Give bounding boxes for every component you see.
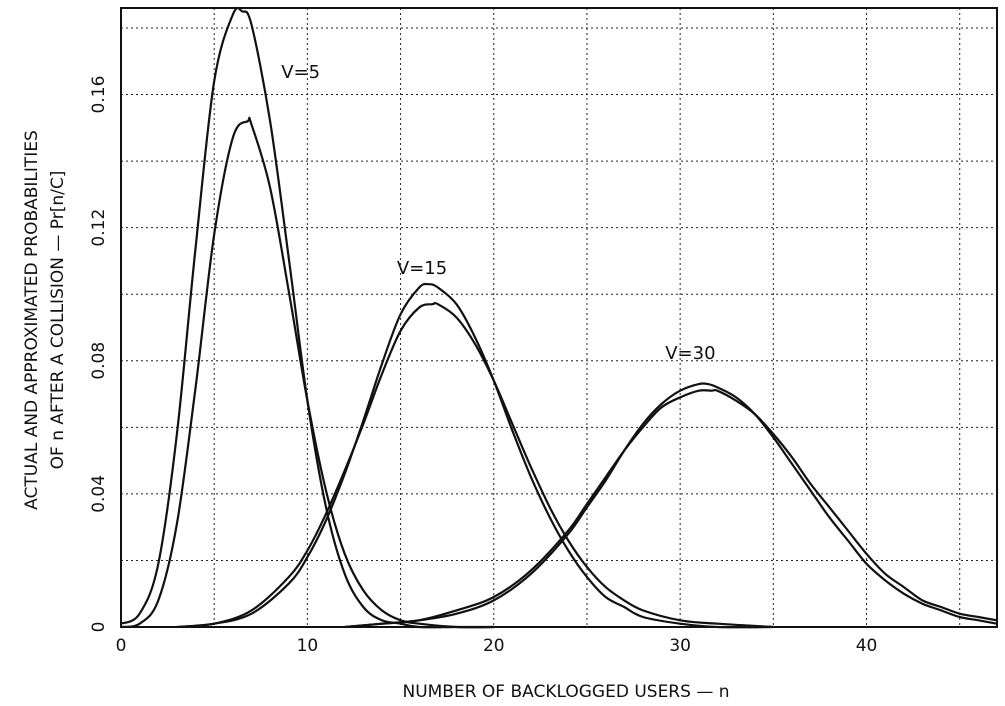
x-axis-label: NUMBER OF BACKLOGGED USERS — n [402,682,729,702]
x-tick-labels: 0 10 20 30 40 [116,636,878,656]
x-tick-label: 20 [483,636,505,656]
curve-v-30 [344,382,998,629]
x-tick-label: 30 [669,636,691,656]
y-tick-label: 0 [89,622,109,633]
x-tick-label: 10 [297,636,319,656]
curve-v-15 [176,301,774,629]
curve-annotation: V=5 [281,62,320,83]
curve-group [120,6,998,629]
grid-lines [121,8,997,627]
plot-frame [120,7,998,628]
y-tick-label: 0.08 [89,342,109,380]
y-axis-label-line2: OF n AFTER A COLLISION — Pr[n/C] [48,171,68,470]
curve-annotation: V=15 [397,258,447,279]
y-axis-label-line1: ACTUAL AND APPROXIMATED PROBABILITIES [22,130,42,510]
y-tick-label: 0.04 [89,475,109,513]
curve-annotation: V=30 [665,343,715,364]
x-tick-label: 0 [116,636,127,656]
x-tick-label: 40 [856,636,878,656]
curve-annotations: V=5 V=15 V=30 [281,62,715,364]
y-tick-labels: 0 0.04 0.08 0.12 0.16 [89,76,109,633]
curve-v-5 [120,116,494,629]
curve-v-5 [120,6,494,629]
curve-v-15 [176,282,774,629]
y-tick-label: 0.16 [89,76,109,114]
y-tick-label: 0.12 [89,209,109,247]
curve-v-30 [344,388,998,629]
